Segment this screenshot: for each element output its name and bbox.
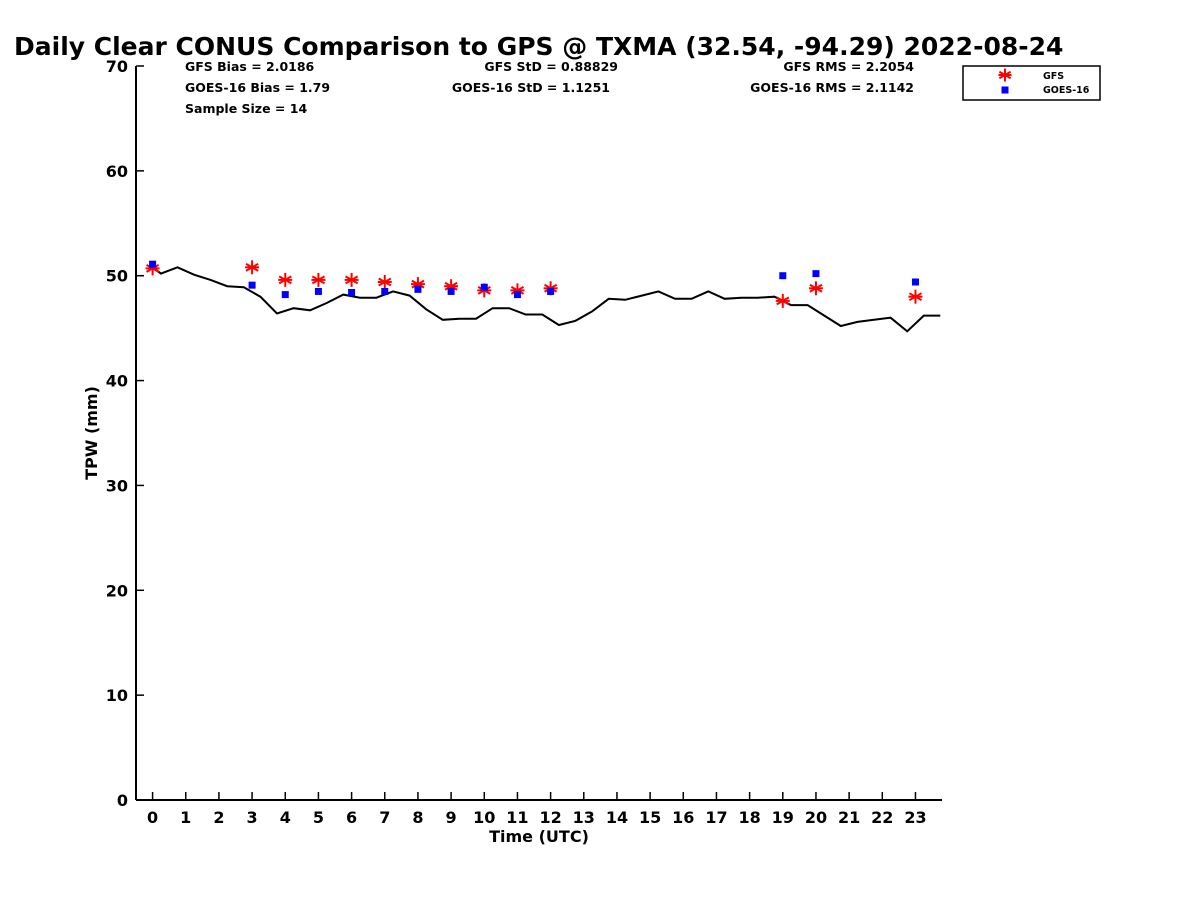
x-tick-label: 7 (379, 808, 390, 827)
goes-16-point (779, 272, 787, 280)
x-axis-label: Time (UTC) (489, 827, 589, 846)
legend-goes-16-label: GOES-16 (1043, 85, 1090, 96)
x-tick-label: 20 (805, 808, 827, 827)
gfs-point (278, 272, 293, 287)
x-tick-label: 19 (772, 808, 794, 827)
y-tick-label: 40 (106, 372, 128, 391)
axes (135, 66, 942, 801)
gfs-point (808, 281, 823, 296)
x-tick-label: 21 (838, 808, 860, 827)
x-tick-label: 18 (738, 808, 760, 827)
goes-std-text: GOES-16 StD = 1.1251 (452, 80, 610, 95)
x-tick-label: 22 (871, 808, 893, 827)
gfs-point (510, 283, 525, 298)
x-tick-label: 5 (313, 808, 324, 827)
x-tick-label: 0 (147, 808, 158, 827)
legend-gfs-label: GFS (1043, 71, 1064, 82)
gfs-series (145, 260, 923, 308)
legend: GFS GOES-16 (962, 65, 1101, 101)
gfs-point (245, 260, 260, 275)
y-tick-label: 70 (106, 57, 128, 76)
goes-rms-text: GOES-16 RMS = 2.1142 (750, 80, 914, 95)
goes-16-point (480, 283, 488, 291)
gfs-bias-text: GFS Bias = 2.0186 (185, 59, 315, 74)
y-tick-label: 0 (117, 791, 128, 810)
goes-16-point (381, 287, 389, 295)
legend-goes-16-square-icon (1001, 86, 1009, 94)
y-tick-label: 20 (106, 581, 128, 600)
x-tick-label: 10 (473, 808, 495, 827)
stats-block: GFS Bias = 2.0186 GOES-16 Bias = 1.79 Sa… (185, 59, 914, 116)
x-tick-label: 23 (904, 808, 926, 827)
goes-16-point (447, 287, 455, 295)
gfs-point (344, 272, 359, 287)
goes-16-point (911, 278, 919, 286)
gfs-point (377, 275, 392, 290)
goes-16-point (348, 288, 356, 296)
y-axis-label: TPW (mm) (82, 386, 101, 480)
goes-16-point (149, 260, 157, 268)
y-ticks: 0 10 20 30 40 50 60 70 (106, 57, 144, 810)
goes-16-point (812, 270, 820, 278)
goes-16-point (248, 281, 256, 289)
chart-title: Daily Clear CONUS Comparison to GPS @ TX… (14, 32, 1063, 61)
x-tick-label: 15 (639, 808, 661, 827)
y-tick-label: 50 (106, 267, 128, 286)
legend-gfs-asterisk (998, 68, 1012, 82)
y-tick-label: 30 (106, 476, 128, 495)
goes-16-point (314, 287, 322, 295)
gfs-point (311, 272, 326, 287)
gfs-rms-text: GFS RMS = 2.2054 (783, 59, 914, 74)
x-tick-label: 3 (247, 808, 258, 827)
goes-16-point (281, 291, 289, 299)
goes-16-point (414, 285, 422, 293)
sample-size-text: Sample Size = 14 (185, 101, 307, 116)
gfs-point (410, 277, 425, 292)
x-tick-label: 2 (213, 808, 224, 827)
x-tick-label: 11 (506, 808, 528, 827)
legend-gfs-asterisk-icon (998, 68, 1012, 82)
x-tick-label: 8 (412, 808, 423, 827)
goes-16-series (149, 260, 919, 299)
goes-16-point (513, 291, 521, 299)
goes-16-point (547, 287, 555, 295)
x-tick-label: 9 (446, 808, 457, 827)
x-tick-label: 1 (180, 808, 191, 827)
x-tick-label: 12 (539, 808, 561, 827)
gfs-point (908, 289, 923, 304)
gfs-point (775, 293, 790, 308)
x-tick-label: 6 (346, 808, 357, 827)
x-tick-label: 4 (280, 808, 291, 827)
x-tick-label: 14 (606, 808, 628, 827)
x-ticks: 0 1 2 3 4 5 6 7 8 9 10 11 12 13 14 15 16 17 18 19 20 21 22 23 (147, 792, 927, 827)
y-tick-label: 60 (106, 162, 128, 181)
goes-bias-text: GOES-16 Bias = 1.79 (185, 80, 330, 95)
legend-box (962, 65, 1101, 101)
y-tick-label: 10 (106, 686, 128, 705)
gps-line (151, 266, 941, 333)
gfs-std-text: GFS StD = 0.88829 (484, 59, 618, 74)
gps-series (151, 266, 941, 333)
gfs-point (145, 261, 160, 276)
x-tick-label: 16 (672, 808, 694, 827)
x-tick-label: 13 (573, 808, 595, 827)
x-tick-label: 17 (705, 808, 727, 827)
